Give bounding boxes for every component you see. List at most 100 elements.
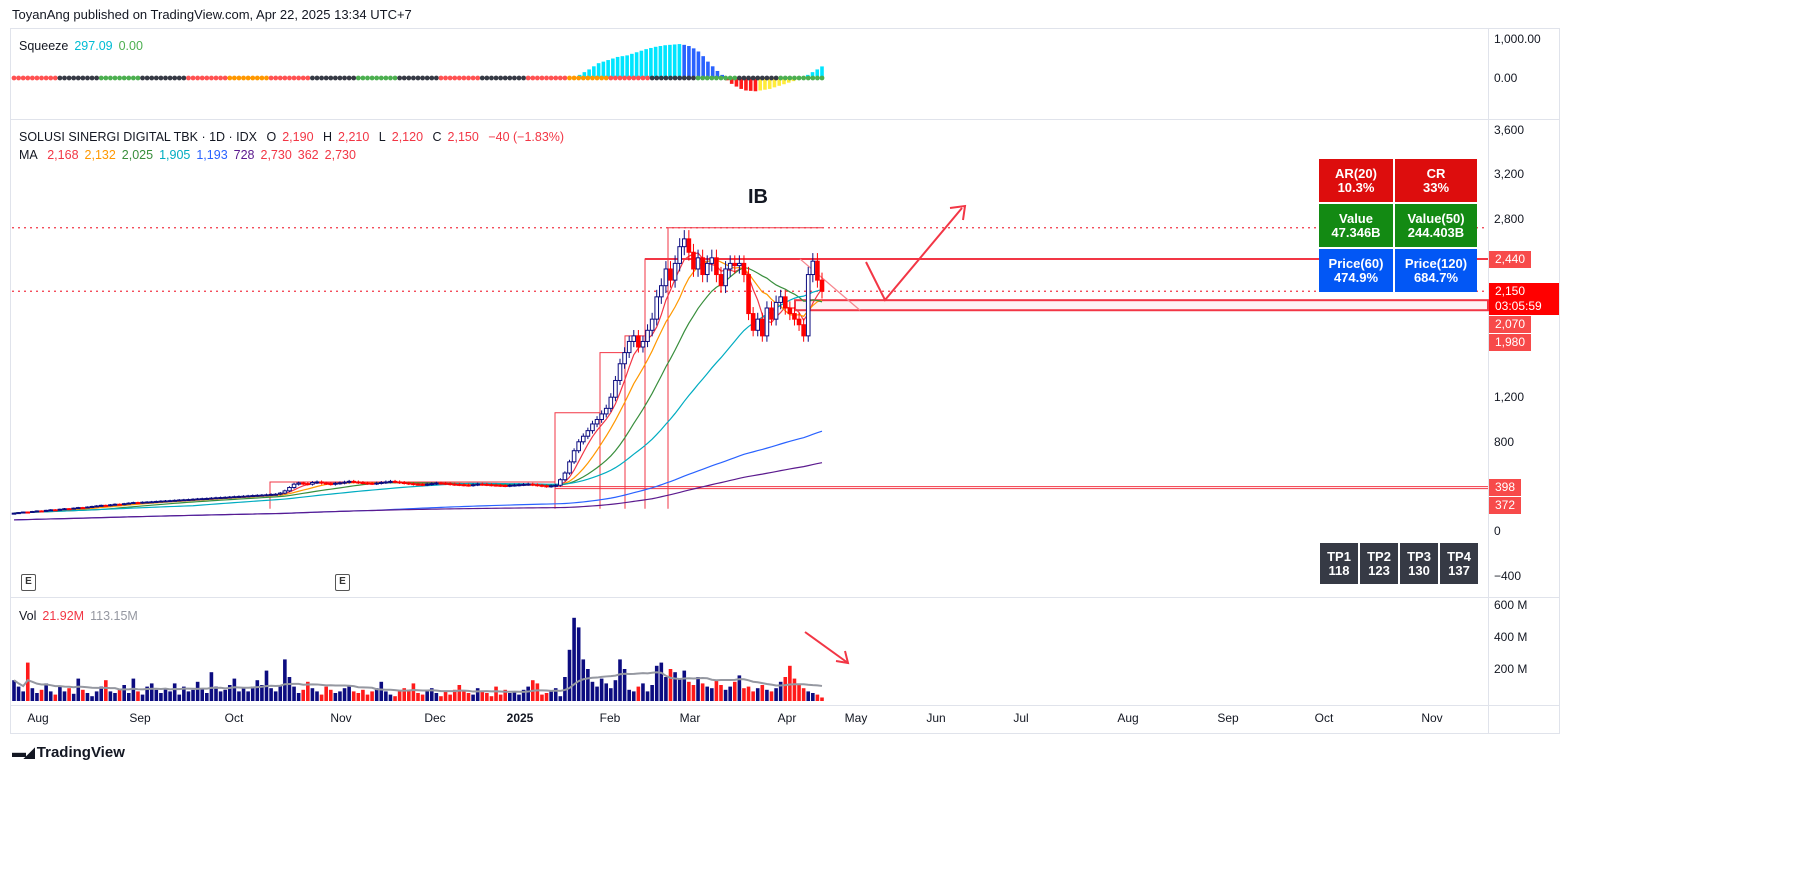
volume-bar (801, 688, 806, 701)
volume-bar (67, 688, 71, 701)
squeeze-dot (700, 75, 706, 81)
candle-body (411, 483, 416, 486)
volume-ma-line (13, 671, 823, 693)
squeeze-dot (534, 75, 540, 81)
candle-body (149, 501, 155, 504)
volume-bar (609, 688, 613, 701)
volume-bar (90, 696, 94, 701)
volume-bar (99, 686, 104, 701)
volume-bar (622, 669, 627, 701)
volume-bar (480, 691, 485, 701)
volume-bar (636, 686, 641, 701)
candle-body (681, 238, 687, 248)
tp-cell: TP3 130 (1400, 543, 1438, 584)
volume-bar (797, 685, 801, 701)
candle-body (365, 482, 370, 485)
range-box (599, 352, 625, 509)
squeeze-dot (213, 75, 219, 81)
candle-body (691, 251, 696, 270)
pane-divider[interactable] (10, 119, 1560, 120)
squeeze-dot (590, 75, 595, 81)
info-cell: CR 33% (1395, 159, 1477, 202)
volume-bar (811, 693, 815, 701)
volume-bar (710, 688, 714, 701)
candle-body (236, 495, 242, 498)
ib-annotation[interactable]: IB (748, 186, 768, 208)
squeeze-dot (544, 75, 549, 81)
earnings-event-badge[interactable]: E (335, 574, 350, 591)
candle-body (378, 481, 384, 484)
squeeze-dot (654, 75, 660, 81)
squeeze-bar (810, 72, 815, 78)
squeeze-dot (231, 75, 237, 81)
squeeze-dot (130, 75, 136, 81)
volume-bar (58, 686, 62, 701)
squeeze-dot (635, 75, 641, 81)
squeeze-dot (291, 75, 297, 81)
volume-bar (700, 683, 705, 701)
candle-body (11, 512, 17, 515)
volume-bar (641, 683, 645, 701)
pane-divider[interactable] (10, 597, 1560, 598)
candle-body (507, 484, 513, 487)
candle-body (613, 379, 618, 398)
squeeze-dot (62, 75, 67, 81)
squeeze-dot (585, 75, 591, 81)
squeeze-dot (704, 75, 710, 81)
volume-bar (154, 689, 159, 701)
candle-body (603, 407, 609, 415)
time-tick-label: Mar (679, 711, 701, 725)
candle-body (727, 262, 733, 270)
candle-body (677, 246, 682, 264)
squeeze-bar (672, 44, 677, 78)
candle-body (599, 413, 604, 420)
volume-bar (191, 689, 195, 701)
volume-arrow (804, 631, 849, 664)
squeeze-dot (649, 75, 655, 81)
squeeze-dot (222, 75, 228, 81)
volume-bar (778, 681, 783, 701)
candle-body (622, 352, 627, 365)
squeeze-dot (819, 75, 825, 81)
candle-body (319, 481, 324, 484)
squeeze-dot (300, 75, 306, 81)
earnings-event-badge[interactable]: E (21, 574, 36, 591)
candle-body (80, 507, 86, 510)
volume-bar (328, 689, 333, 701)
volume-bar (48, 691, 53, 701)
squeeze-bar (753, 78, 758, 92)
volume-bar (526, 686, 530, 701)
squeeze-bar (691, 48, 696, 78)
squeeze-dot (241, 75, 246, 81)
volume-legend[interactable]: Vol 21.92M 113.15M (19, 609, 144, 623)
volume-bar (44, 683, 48, 701)
candle-body (117, 503, 122, 506)
squeeze-legend[interactable]: Squeeze 297.09 0.00 (19, 39, 149, 53)
volume-bar (205, 693, 209, 701)
squeeze-bar (710, 66, 715, 78)
squeeze-dot (429, 75, 435, 81)
high-label: H (323, 130, 333, 144)
squeeze-dot (792, 75, 797, 81)
info-cell-value: 244.403B (1407, 224, 1465, 240)
open-label: O (266, 130, 277, 144)
volume-bar (452, 689, 457, 701)
candle-body (250, 495, 256, 498)
candle-body (805, 274, 811, 337)
candle-body (723, 268, 728, 287)
volume-bar (246, 691, 250, 701)
candle-body (108, 504, 113, 507)
candle-body (351, 480, 357, 483)
candle-body (135, 502, 141, 505)
squeeze-bar (782, 78, 786, 85)
candle-body (259, 494, 265, 497)
candle-body (447, 483, 453, 486)
price-badge: 2,150 03:05:59 (1489, 283, 1559, 316)
squeeze-dot (452, 75, 458, 81)
info-cell: AR(20) 10.3% (1319, 159, 1393, 202)
candle-body (778, 296, 783, 303)
candle-body (328, 483, 334, 486)
ma-legend[interactable]: MA 2,168 2,132 2,025 1,905 1,193 728 2,730 362 2… (19, 148, 362, 162)
